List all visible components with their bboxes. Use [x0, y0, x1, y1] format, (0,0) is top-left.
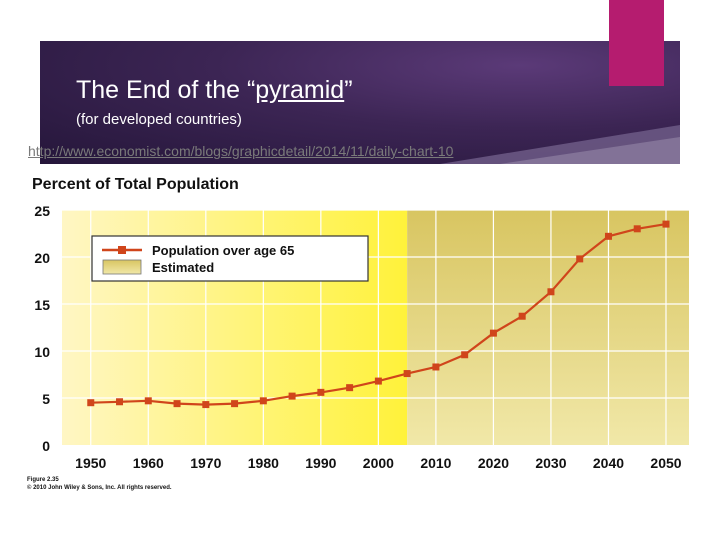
y-tick-label-20: 20	[34, 250, 50, 266]
legend-series-label: Population over age 65	[152, 243, 294, 258]
data-point-2045	[633, 225, 641, 233]
accent-bar	[609, 0, 664, 86]
x-tick-label-1950: 1950	[75, 455, 106, 471]
legend-marker-swatch	[118, 246, 126, 254]
x-tick-label-2040: 2040	[593, 455, 624, 471]
data-point-1975	[231, 400, 239, 408]
title-suffix: ”	[344, 76, 353, 104]
data-point-1985	[288, 392, 296, 400]
x-tick-label-2020: 2020	[478, 455, 509, 471]
figure-caption: Figure 2.35 © 2010 John Wiley & Sons, In…	[27, 476, 172, 492]
data-point-1955	[116, 398, 124, 406]
estimated-background	[407, 210, 689, 445]
banner-wedge-decoration	[440, 125, 680, 164]
data-point-2010	[432, 363, 440, 371]
source-link[interactable]: http://www.economist.com/blogs/graphicde…	[28, 143, 454, 159]
data-point-2005	[403, 370, 411, 378]
legend-estimated-swatch	[102, 259, 142, 275]
data-point-2030	[547, 288, 555, 296]
data-point-2025	[518, 312, 526, 320]
data-point-2020	[489, 329, 497, 337]
data-point-1950	[87, 399, 95, 407]
data-point-1965	[173, 400, 181, 408]
title-banner	[40, 41, 680, 164]
y-tick-label-15: 15	[34, 297, 50, 313]
legend-estimated-label: Estimated	[152, 260, 214, 275]
x-axis-ticks: 1950 1960 1970 1980 1990 2000 2010 2020 2030 2040…	[75, 455, 682, 471]
title-underlined-word: pyramid	[255, 76, 345, 104]
y-tick-label-5: 5	[42, 391, 50, 407]
x-tick-label-2010: 2010	[420, 455, 451, 471]
chart-title: Percent of Total Population	[32, 176, 239, 193]
y-tick-label-10: 10	[34, 344, 50, 360]
data-point-1970	[202, 401, 210, 409]
x-tick-label-2000: 2000	[363, 455, 394, 471]
figure-number: Figure 2.35	[27, 477, 59, 483]
data-point-2015	[461, 351, 469, 359]
x-tick-label-1980: 1980	[248, 455, 279, 471]
x-tick-label-2030: 2030	[535, 455, 566, 471]
legend: Population over age 65 Estimated	[91, 235, 369, 282]
data-point-1960	[144, 397, 152, 405]
x-tick-label-1970: 1970	[190, 455, 221, 471]
slide-subtitle: (for developed countries)	[76, 111, 242, 128]
data-point-2035	[576, 255, 584, 263]
data-point-1990	[317, 388, 325, 396]
y-tick-label-0: 0	[42, 438, 50, 454]
series-group	[87, 220, 670, 409]
x-tick-label-1960: 1960	[133, 455, 164, 471]
x-tick-label-2050: 2050	[650, 455, 681, 471]
data-point-1995	[346, 384, 354, 392]
title-prefix: The End of the “	[76, 76, 256, 104]
data-point-2040	[604, 232, 612, 240]
data-point-2050	[662, 220, 670, 228]
data-point-2000	[374, 377, 382, 385]
y-axis-ticks: 0 5 10 15 20 25	[34, 203, 50, 454]
y-tick-label-25: 25	[34, 203, 50, 219]
x-tick-label-1990: 1990	[305, 455, 336, 471]
data-point-1980	[259, 397, 267, 405]
slide-title: The End of the “pyramid”	[76, 76, 353, 105]
copyright-notice: © 2010 John Wiley & Sons, Inc. All right…	[27, 485, 172, 491]
